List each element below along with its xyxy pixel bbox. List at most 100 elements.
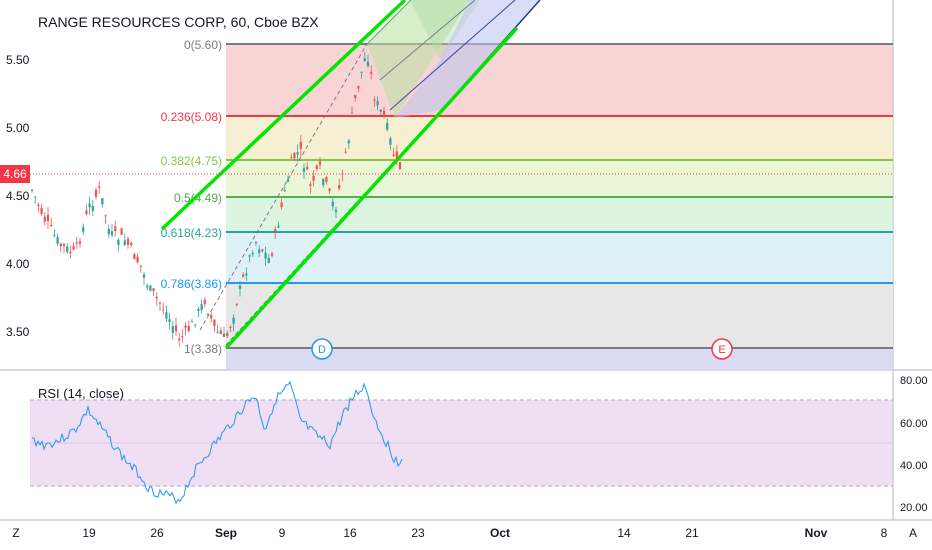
fib-zone-2: [226, 160, 893, 197]
candle-body-84: [299, 141, 302, 149]
candle-body-66: [242, 274, 245, 277]
candle-body-50: [190, 321, 194, 323]
candle-body-73: [264, 252, 267, 259]
time-axis[interactable]: 19 26 Sep 9 16 23 Oct 14 21 Nov 8: [82, 526, 887, 540]
candle-body-35: [142, 274, 146, 278]
candle-body-32: [133, 254, 136, 260]
candle-body-111: [386, 122, 389, 130]
time-label-nov: Nov: [805, 526, 828, 540]
candle-body-71: [258, 249, 261, 253]
candle-body-113: [392, 154, 395, 157]
event-marker-e-label: E: [718, 344, 725, 356]
event-marker-d-circle: [311, 338, 333, 360]
symbol-legend[interactable]: RANGE RESOURCES CORP, 60, Cboe BZX: [38, 14, 319, 30]
candle-body-105: [366, 61, 370, 67]
candle-body-40: [158, 302, 162, 304]
candle-body-92: [325, 177, 328, 183]
price-tick-550: 5.50: [6, 53, 30, 67]
candle-body-69: [251, 252, 254, 255]
price-axis[interactable]: 5.50 5.00 4.50 4.00 3.50: [6, 53, 30, 339]
candle-body-30: [126, 238, 130, 245]
candle-body-17: [85, 210, 88, 215]
fib-zone-3: [226, 197, 893, 232]
pitchfork-zone-inner-1: [367, 0, 470, 118]
candle-body-58: [216, 331, 219, 333]
candle-body-60: [222, 333, 226, 337]
candle-body-18: [88, 203, 91, 208]
candle-body-10: [62, 243, 66, 246]
fib-zone-1: [226, 116, 893, 160]
candle-body-15: [78, 241, 82, 244]
candle-body-23: [104, 215, 107, 217]
candle-body-89: [315, 165, 318, 169]
candle-body-81: [290, 157, 293, 159]
candle-body-6: [50, 225, 53, 227]
fib-retracement[interactable]: 0(5.60) 0.236(5.08) 0.382(4.75) 0.5(4.49…: [161, 38, 893, 370]
price-tick-450: 4.50: [6, 189, 30, 203]
candle-body-37: [149, 285, 152, 291]
rsi-pane[interactable]: RSI (14, close) 80.00 60.00 40.00 20.00: [30, 375, 928, 514]
auto-scale-button[interactable]: A: [909, 526, 917, 540]
time-label-16: 16: [343, 526, 357, 540]
candle-body-74: [267, 257, 270, 263]
time-label-14: 14: [617, 526, 631, 540]
pitchfork-handle-2: [199, 43, 368, 331]
candle-body-97: [341, 173, 344, 175]
candle-body-59: [219, 330, 222, 335]
event-marker-e[interactable]: E: [711, 338, 733, 360]
candle-body-29: [123, 240, 126, 246]
pitchfork-zone-inner-3: [395, 0, 540, 118]
candle-body-26: [114, 226, 117, 232]
candle-body-83: [296, 152, 299, 155]
candle-body-53: [200, 304, 203, 310]
candle-body-22: [101, 198, 104, 205]
candle-body-79: [283, 189, 286, 191]
candle-body-5: [46, 214, 50, 222]
current-price-label: 4.66: [3, 167, 27, 181]
candle-body-77: [277, 225, 280, 228]
candle-body-93: [328, 188, 331, 191]
candle-body-88: [312, 175, 315, 181]
candle-body-80: [286, 179, 290, 182]
candle-body-14: [75, 242, 78, 244]
candle-body-100: [350, 112, 354, 114]
auto-scale-button-label[interactable]: A: [909, 526, 917, 540]
candle-body-87: [309, 184, 312, 186]
candle-body-11: [66, 246, 69, 253]
channel-upper-line[interactable]: [160, 0, 407, 231]
candle-body-49: [187, 326, 190, 331]
current-price-badge: 4.66: [0, 165, 30, 183]
candle-body-28: [120, 228, 123, 235]
zoom-button-label[interactable]: Z: [12, 526, 19, 540]
time-label-9: 9: [279, 526, 286, 540]
candle-body-63: [232, 317, 235, 324]
trend-channel[interactable]: [160, 0, 519, 350]
candle-body-27: [117, 239, 120, 245]
event-marker-d[interactable]: D: [311, 338, 333, 360]
channel-lower-line[interactable]: [224, 26, 519, 350]
fib-label-1: 1(3.38): [184, 342, 222, 356]
candle-body-3: [40, 208, 43, 215]
rsi-tick-20: 20.00: [900, 502, 928, 514]
candle-body-43: [168, 319, 171, 323]
pitchfork-line-2: [389, 0, 516, 111]
candle-body-42: [165, 312, 168, 319]
candle-body-108: [376, 101, 379, 106]
zoom-button[interactable]: Z: [12, 526, 19, 540]
pitchfork-line-1: [366, 0, 412, 45]
candle-body-64: [235, 303, 238, 306]
candle-body-98: [344, 151, 347, 153]
time-label-19: 19: [82, 526, 96, 540]
candle-body-85: [302, 168, 306, 172]
rsi-title[interactable]: RSI (14, close): [38, 386, 124, 401]
candle-body-114: [395, 151, 398, 159]
candle-body-47: [181, 336, 184, 338]
candle-body-109: [379, 109, 382, 112]
fib-label-0: 0(5.60): [184, 38, 222, 52]
event-marker-d-label: D: [318, 344, 326, 356]
candle-body-34: [139, 265, 142, 267]
time-label-23: 23: [411, 526, 425, 540]
candle-body-65: [238, 285, 242, 289]
candle-body-91: [322, 178, 325, 186]
